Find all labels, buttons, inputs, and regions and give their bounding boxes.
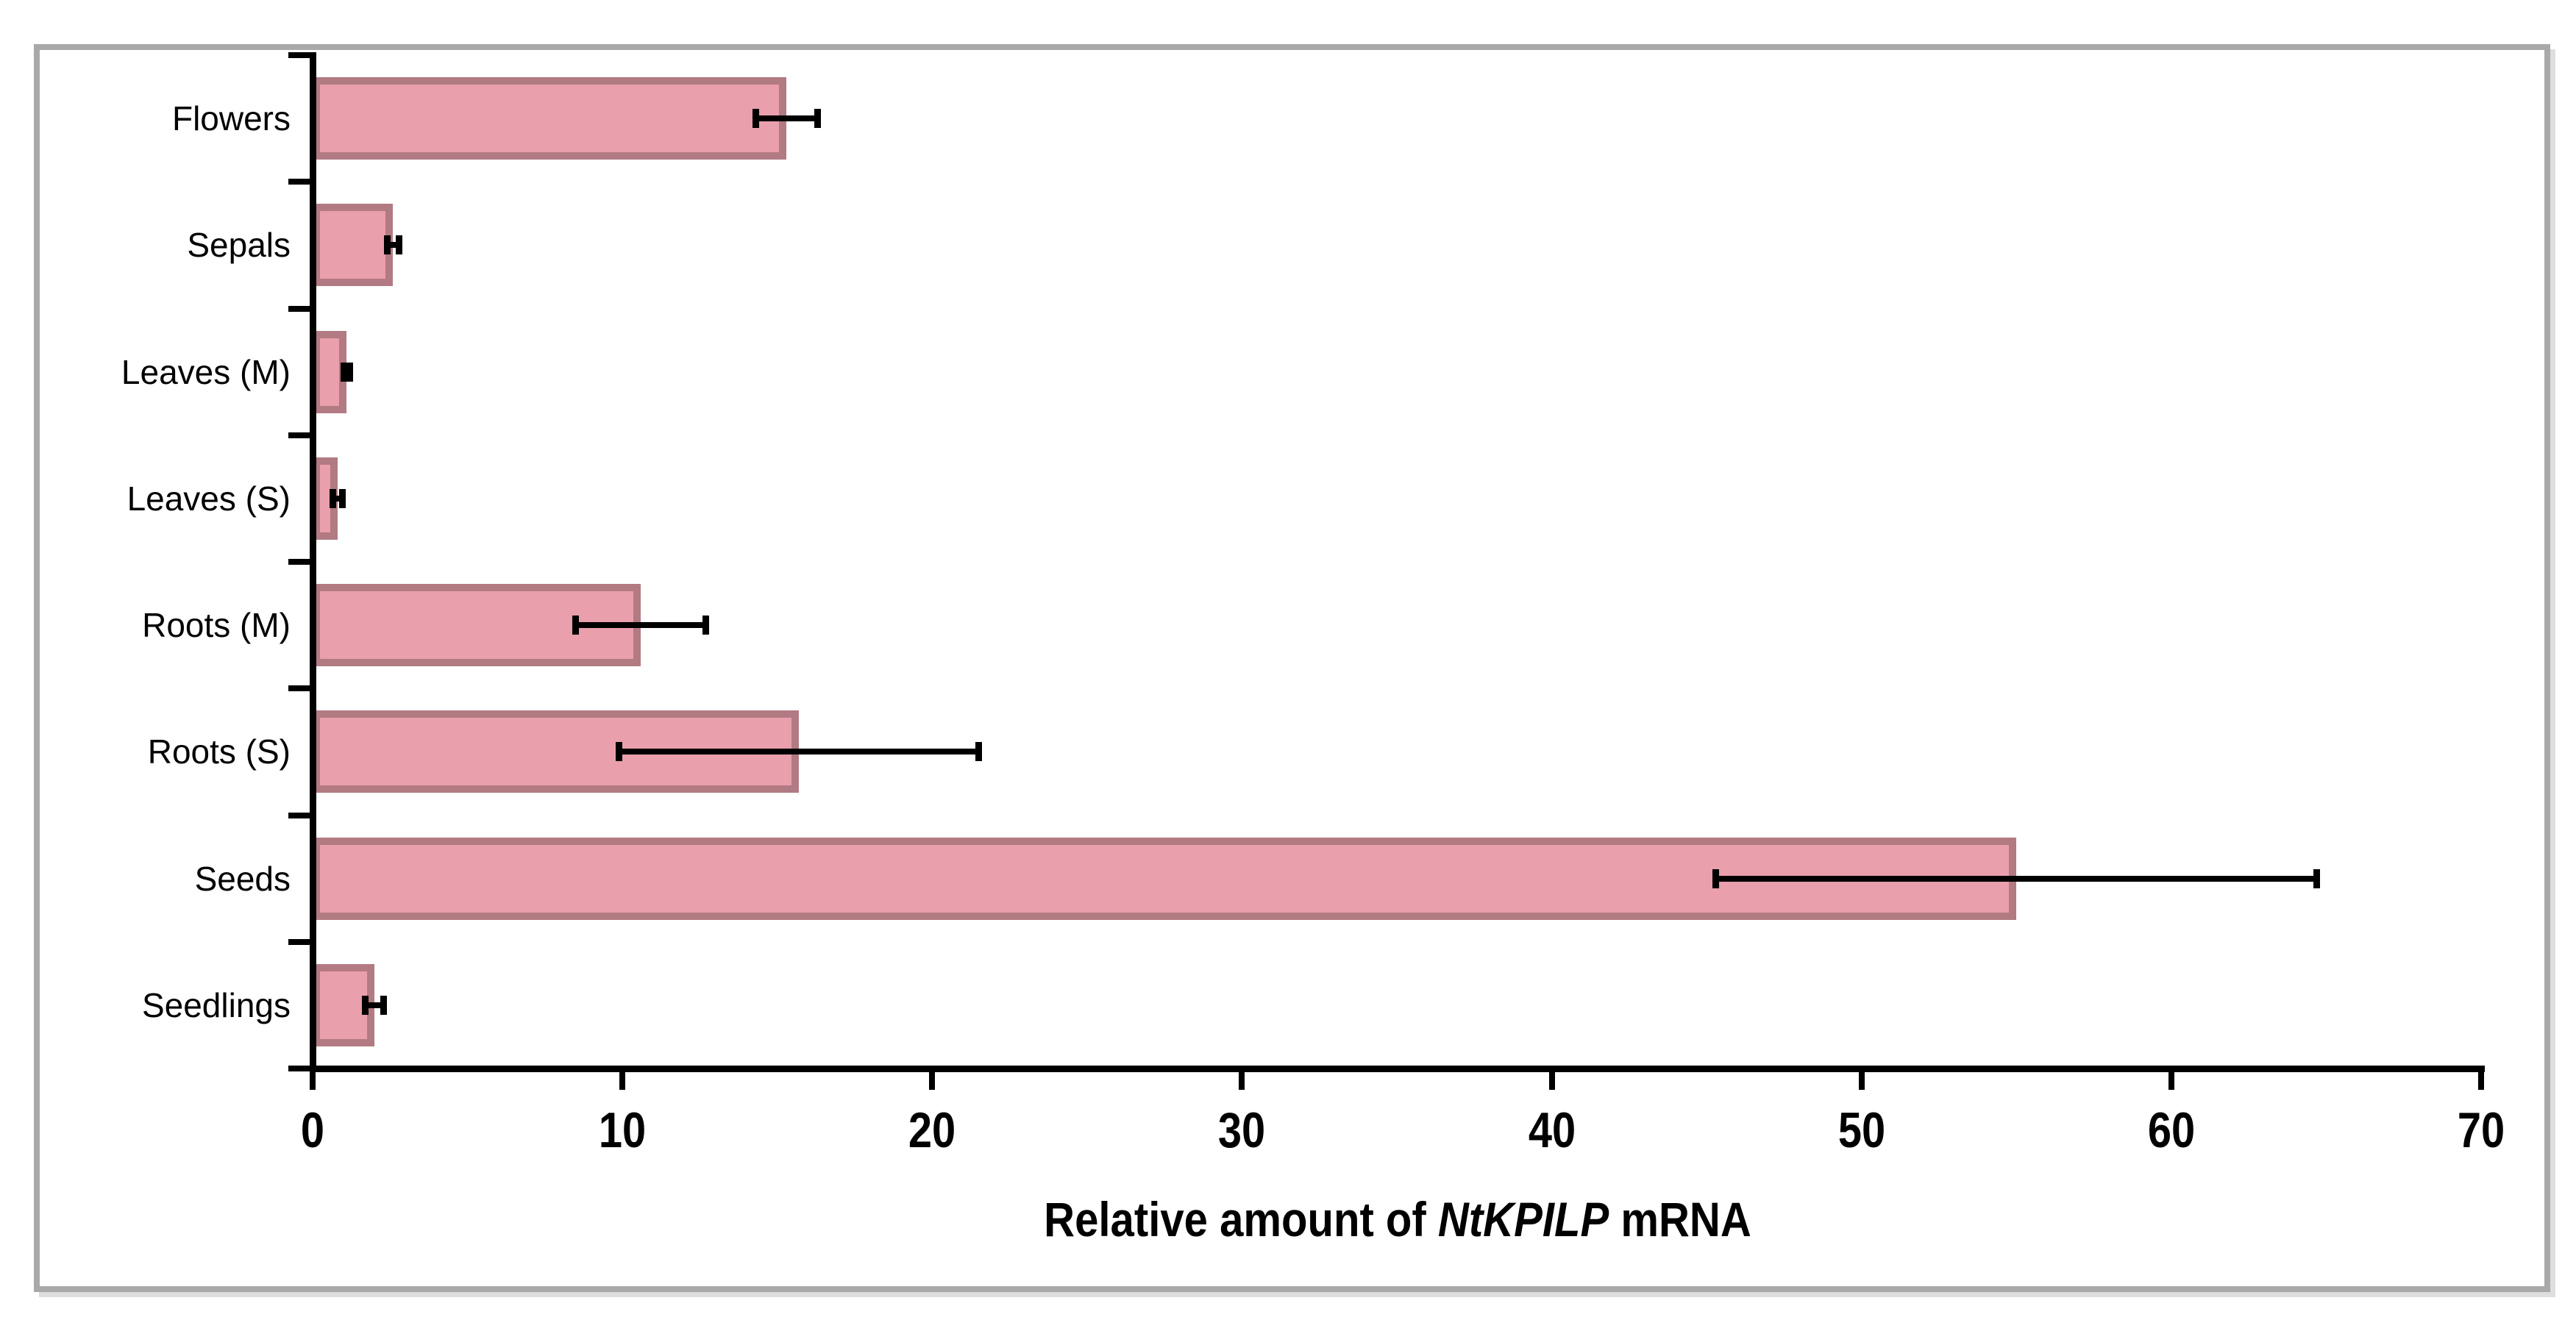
y-tick-mark — [288, 938, 310, 945]
x-tick-label: 50 — [1837, 1102, 1885, 1158]
error-bar-cap — [702, 616, 710, 635]
error-bar-cap — [814, 109, 821, 129]
x-tick-mark — [1239, 1069, 1245, 1090]
x-tick-mark — [310, 1069, 316, 1090]
error-bar-cap — [572, 616, 580, 635]
error-bar-cap — [616, 742, 623, 762]
y-tick-mark — [288, 52, 310, 58]
error-bar-cap — [1712, 868, 1720, 888]
category-label: Leaves (M) — [121, 352, 291, 391]
category-label: Leaves (S) — [127, 479, 291, 518]
x-tick-mark — [619, 1069, 626, 1090]
x-tick-label: 20 — [908, 1102, 956, 1158]
x-tick-mark — [929, 1069, 936, 1090]
x-tick-label: 10 — [598, 1102, 647, 1158]
x-tick-mark — [2168, 1069, 2174, 1090]
y-tick-mark — [288, 559, 310, 565]
x-axis-line — [309, 1065, 2485, 1072]
error-bar-cap — [383, 235, 391, 255]
y-tick-mark — [288, 432, 310, 438]
x-tick-label: 60 — [2147, 1102, 2195, 1158]
error-bar — [1715, 875, 2317, 882]
bar-flowers — [313, 77, 787, 160]
x-tick-label: 30 — [1218, 1102, 1266, 1158]
error-bar-cap — [2313, 868, 2321, 888]
error-bar — [619, 749, 979, 755]
y-axis-line — [309, 52, 316, 1072]
x-tick-mark — [1858, 1069, 1865, 1090]
error-bar-cap — [380, 995, 388, 1015]
y-tick-mark — [288, 685, 310, 692]
error-bar-cap — [338, 488, 346, 508]
x-tick-mark — [1548, 1069, 1555, 1090]
y-tick-mark — [288, 305, 310, 312]
category-label: Seeds — [194, 859, 291, 898]
error-bar — [332, 495, 342, 502]
category-label: Seedlings — [141, 985, 291, 1024]
error-bar-cap — [340, 362, 347, 382]
x-tick-label: 0 — [300, 1102, 325, 1158]
bar-sepals — [313, 204, 394, 287]
error-bar-cap — [329, 488, 336, 508]
category-label: Sepals — [187, 226, 291, 265]
error-bar — [387, 242, 399, 249]
category-label: Flowers — [171, 99, 291, 138]
error-bar — [755, 115, 818, 122]
error-bar-cap — [396, 235, 403, 255]
x-tick-mark — [2478, 1069, 2484, 1090]
figure-frame — [34, 44, 2550, 1292]
category-label: Roots (M) — [142, 606, 291, 645]
y-tick-mark — [288, 1066, 310, 1071]
error-bar-cap — [975, 742, 982, 762]
error-bar — [365, 1002, 384, 1008]
y-tick-mark — [288, 812, 310, 818]
error-bar — [575, 622, 706, 629]
x-axis-title-gene-name: NtKPILP — [1437, 1192, 1609, 1246]
x-tick-label: 70 — [2457, 1102, 2505, 1158]
category-label: Roots (S) — [147, 732, 291, 771]
x-tick-label: 40 — [1528, 1102, 1576, 1158]
error-bar-cap — [752, 109, 759, 129]
y-tick-mark — [288, 179, 310, 185]
x-axis-title-prefix: Relative amount of — [1044, 1192, 1438, 1246]
error-bar-cap — [346, 362, 354, 382]
x-axis-title: Relative amount of NtKPILP mRNA — [847, 1191, 1948, 1247]
error-bar-cap — [362, 995, 369, 1015]
x-axis-title-suffix: mRNA — [1609, 1192, 1751, 1246]
